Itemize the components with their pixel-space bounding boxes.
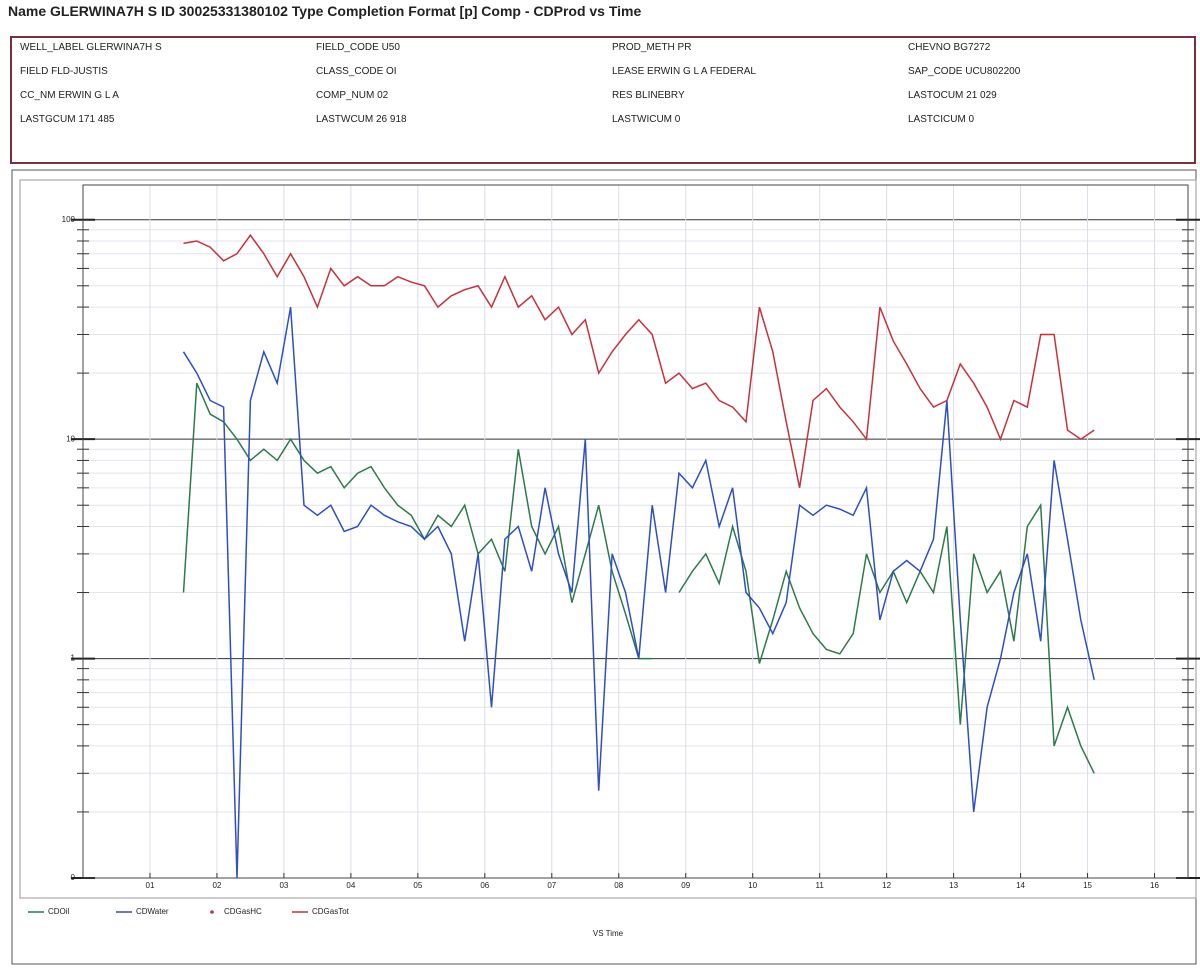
x-tick-label: 09 <box>681 881 690 890</box>
info-field: CLASS_CODE OI <box>316 66 397 77</box>
x-tick-label: 01 <box>146 881 155 890</box>
y-tick-label: 10 <box>66 434 75 443</box>
legend-label: CDWater <box>136 907 169 916</box>
x-tick-label: 06 <box>480 881 489 890</box>
info-field: COMP_NUM 02 <box>316 90 389 101</box>
x-axis-label: VS Time <box>593 929 624 938</box>
series-line <box>182 382 1095 774</box>
legend-marker <box>210 910 214 914</box>
x-tick-label: 16 <box>1150 881 1159 890</box>
series-line <box>182 306 1095 879</box>
x-tick-label: 11 <box>816 881 825 890</box>
info-field: CHEVNO BG7272 <box>908 42 991 53</box>
y-tick-label: 100 <box>62 215 76 224</box>
y-tick-label: 1 <box>71 654 76 663</box>
x-tick-label: 15 <box>1083 881 1092 890</box>
x-tick-label: 10 <box>748 881 757 890</box>
chart-frame <box>11 169 1197 965</box>
y-tick-label: 0 <box>71 873 76 882</box>
info-field: WELL_LABEL GLERWINA7H S <box>20 42 162 53</box>
x-tick-label: 05 <box>413 881 422 890</box>
x-tick-label: 13 <box>949 881 958 890</box>
x-tick-label: 14 <box>1016 881 1025 890</box>
info-field: PROD_METH PR <box>612 42 692 53</box>
info-field: LASTCICUM 0 <box>908 114 975 125</box>
legend-label: CDGasHC <box>224 907 262 916</box>
info-field: LASTGCUM 171 485 <box>20 114 115 125</box>
info-field: LASTWCUM 26 918 <box>316 114 407 125</box>
info-panel: WELL_LABEL GLERWINA7H S FIELD_CODE U50 PRO… <box>10 36 1196 164</box>
info-field: LEASE ERWIN G L A FEDERAL <box>612 66 756 77</box>
legend-label: CDGasTot <box>312 907 350 916</box>
info-field: FIELD_CODE U50 <box>316 42 400 53</box>
x-tick-label: 08 <box>614 881 623 890</box>
info-field: RES BLINEBRY <box>612 90 685 101</box>
header-title: Name GLERWINA7H S ID 30025331380102 Type… <box>8 3 642 19</box>
info-field: SAP_CODE UCU802200 <box>908 66 1021 77</box>
info-field: CC_NM ERWIN G L A <box>20 90 119 101</box>
info-field: LASTWICUM 0 <box>612 114 681 125</box>
x-tick-label: 07 <box>547 881 556 890</box>
info-field: FIELD FLD-JUSTIS <box>20 66 108 77</box>
legend-label: CDOil <box>48 907 70 916</box>
x-tick-label: 04 <box>346 881 355 890</box>
plot-frame <box>19 179 1197 899</box>
info-field: LASTOCUM 21 029 <box>908 90 997 101</box>
series-line <box>183 233 1095 488</box>
x-tick-label: 02 <box>212 881 221 890</box>
plot-area <box>82 184 1189 879</box>
x-tick-label: 03 <box>279 881 288 890</box>
x-tick-label: 12 <box>882 881 891 890</box>
